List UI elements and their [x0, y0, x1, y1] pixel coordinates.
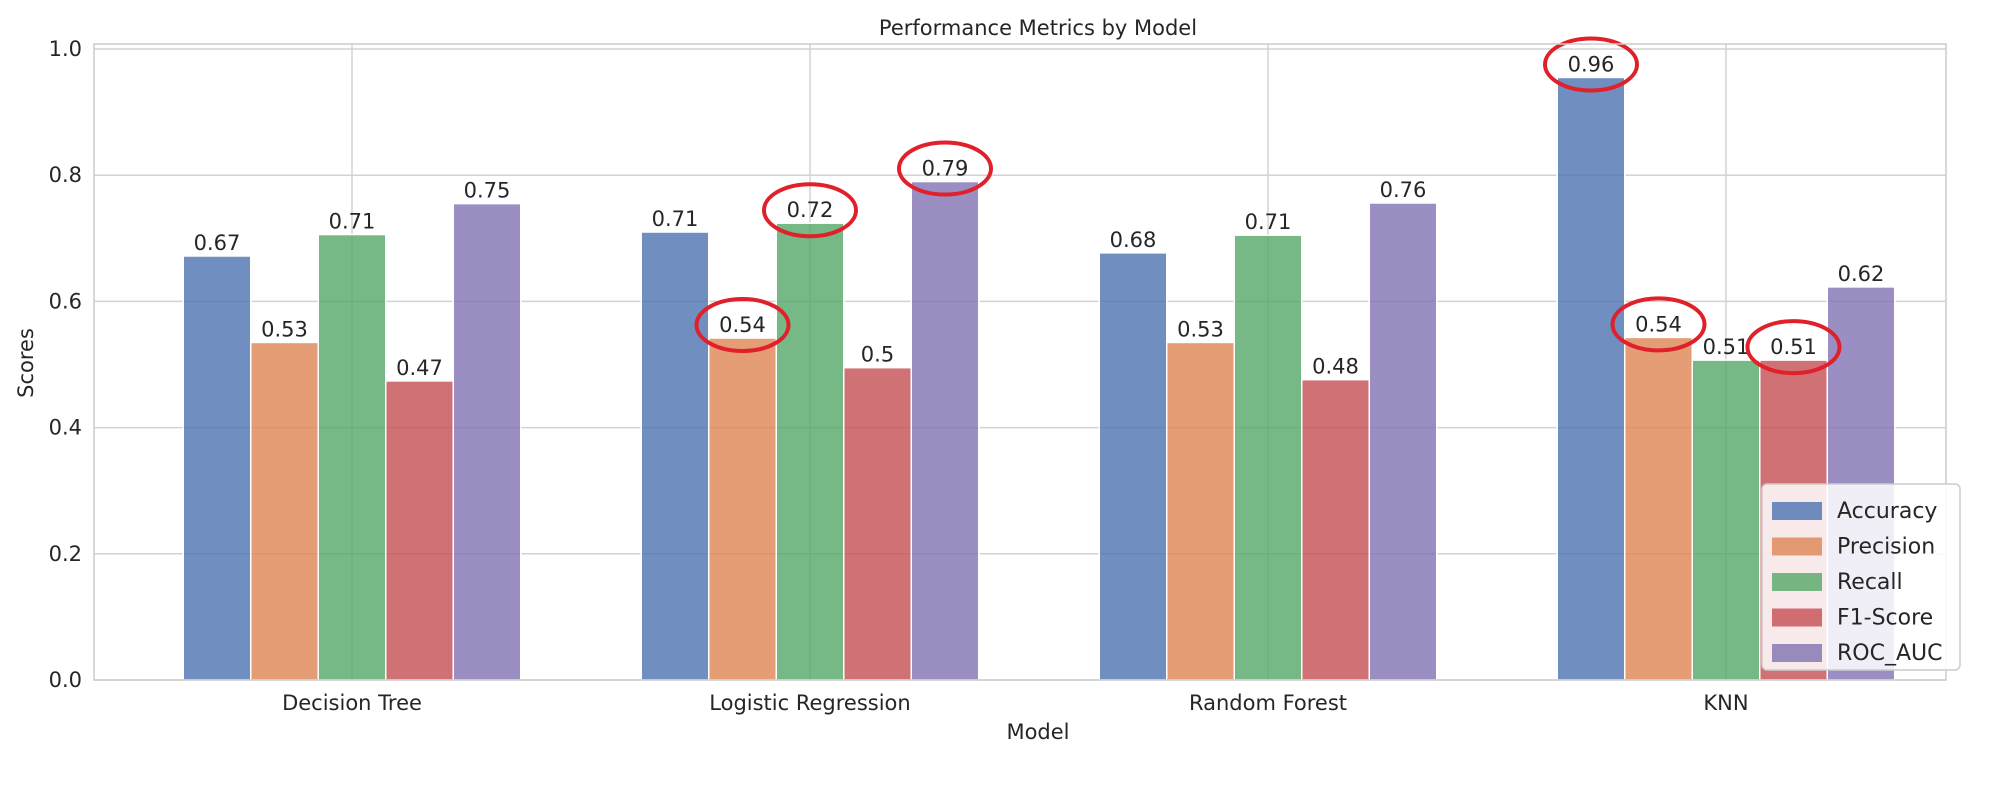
bar-roc-auc — [452, 202, 522, 681]
bar-value-label: 0.72 — [787, 198, 834, 222]
bar-value-label: 0.71 — [329, 210, 376, 234]
bar-precision — [1166, 341, 1235, 681]
bar-precision — [250, 341, 319, 681]
plot-frame — [93, 43, 1947, 681]
legend-swatch — [1772, 573, 1822, 591]
data-labels: 0.67 0.71 0.68 0.96 0.53 0.54 0.53 0.54 0.71 0.72… — [194, 52, 1885, 379]
bar-accuracy — [640, 231, 710, 681]
bar-value-label: 0.96 — [1568, 52, 1615, 76]
x-tick-label: Random Forest — [1189, 691, 1347, 715]
highlight-circles — [694, 36, 1842, 376]
legend-swatch — [1772, 537, 1822, 556]
bar-value-label: 0.54 — [1635, 312, 1682, 336]
highlight-circle — [1543, 36, 1639, 93]
bar-value-label: 0.67 — [194, 231, 241, 255]
bar-value-label: 0.68 — [1110, 228, 1157, 252]
legend-label: F1-Score — [1837, 606, 1933, 631]
legend-label: Accuracy — [1837, 499, 1937, 524]
y-tick-label: 1.0 — [49, 37, 82, 61]
x-tick-label: Logistic Regression — [709, 691, 910, 715]
highlight-circle — [1610, 296, 1707, 353]
bar-value-label: 0.47 — [396, 356, 443, 380]
bar-value-label: 0.71 — [1245, 210, 1292, 234]
bar-value-label: 0.5 — [861, 343, 894, 367]
bar-precision — [708, 337, 777, 681]
bar-value-label: 0.54 — [719, 313, 766, 337]
highlight-circle — [694, 297, 791, 354]
y-tick-label: 0.6 — [49, 289, 82, 313]
highlight-circle — [897, 140, 993, 197]
bar-accuracy — [1098, 252, 1168, 681]
bar-roc-auc — [1368, 202, 1438, 681]
bar-value-label: 0.62 — [1838, 262, 1885, 286]
chart-title: Performance Metrics by Model — [879, 16, 1197, 40]
bar-f1-score — [385, 380, 454, 681]
legend-label: Precision — [1837, 535, 1935, 560]
bar-f1-score — [843, 366, 912, 681]
bar-value-label: 0.71 — [652, 207, 699, 231]
bar-accuracy — [182, 255, 252, 681]
bar-value-label: 0.51 — [1703, 335, 1750, 359]
bar-roc-auc — [910, 180, 980, 681]
legend-label: ROC_AUC — [1837, 641, 1942, 666]
legend-swatch — [1772, 608, 1822, 627]
bar-value-label: 0.51 — [1770, 335, 1817, 359]
bar-value-label: 0.75 — [464, 179, 511, 203]
legend-swatch — [1772, 644, 1822, 662]
legend: Accuracy Precision Recall F1-Score ROC_AUC — [1761, 483, 1961, 671]
bar-value-label: 0.53 — [261, 317, 308, 341]
highlight-circle — [762, 182, 858, 239]
bar-recall — [1233, 234, 1303, 681]
bar-accuracy — [1556, 76, 1626, 681]
bar-value-label: 0.79 — [922, 157, 969, 181]
bar-precision — [1624, 336, 1693, 681]
bar-recall — [775, 222, 845, 681]
bar-f1-score — [1301, 378, 1370, 681]
x-tick-label: Decision Tree — [282, 691, 422, 715]
y-tick-label: 0.8 — [49, 163, 82, 187]
tick-labels: 0.0 0.2 0.4 0.6 0.8 1.0 Decision Tree Logistic … — [49, 37, 1749, 715]
bar-recall — [1691, 359, 1761, 681]
highlight-circle — [1745, 319, 1842, 376]
bar-value-label: 0.76 — [1380, 178, 1427, 202]
y-tick-label: 0.2 — [49, 542, 82, 566]
y-axis-label: Scores — [14, 328, 38, 398]
x-axis-label: Model — [1006, 720, 1069, 744]
bar-value-label: 0.48 — [1312, 355, 1359, 379]
legend-swatch — [1772, 502, 1822, 520]
legend-label: Recall — [1837, 570, 1903, 595]
bar-value-label: 0.53 — [1177, 317, 1224, 341]
y-tick-label: 0.4 — [49, 416, 82, 440]
bar-recall — [317, 233, 387, 681]
y-tick-label: 0.0 — [49, 668, 82, 692]
x-tick-label: KNN — [1703, 691, 1748, 715]
